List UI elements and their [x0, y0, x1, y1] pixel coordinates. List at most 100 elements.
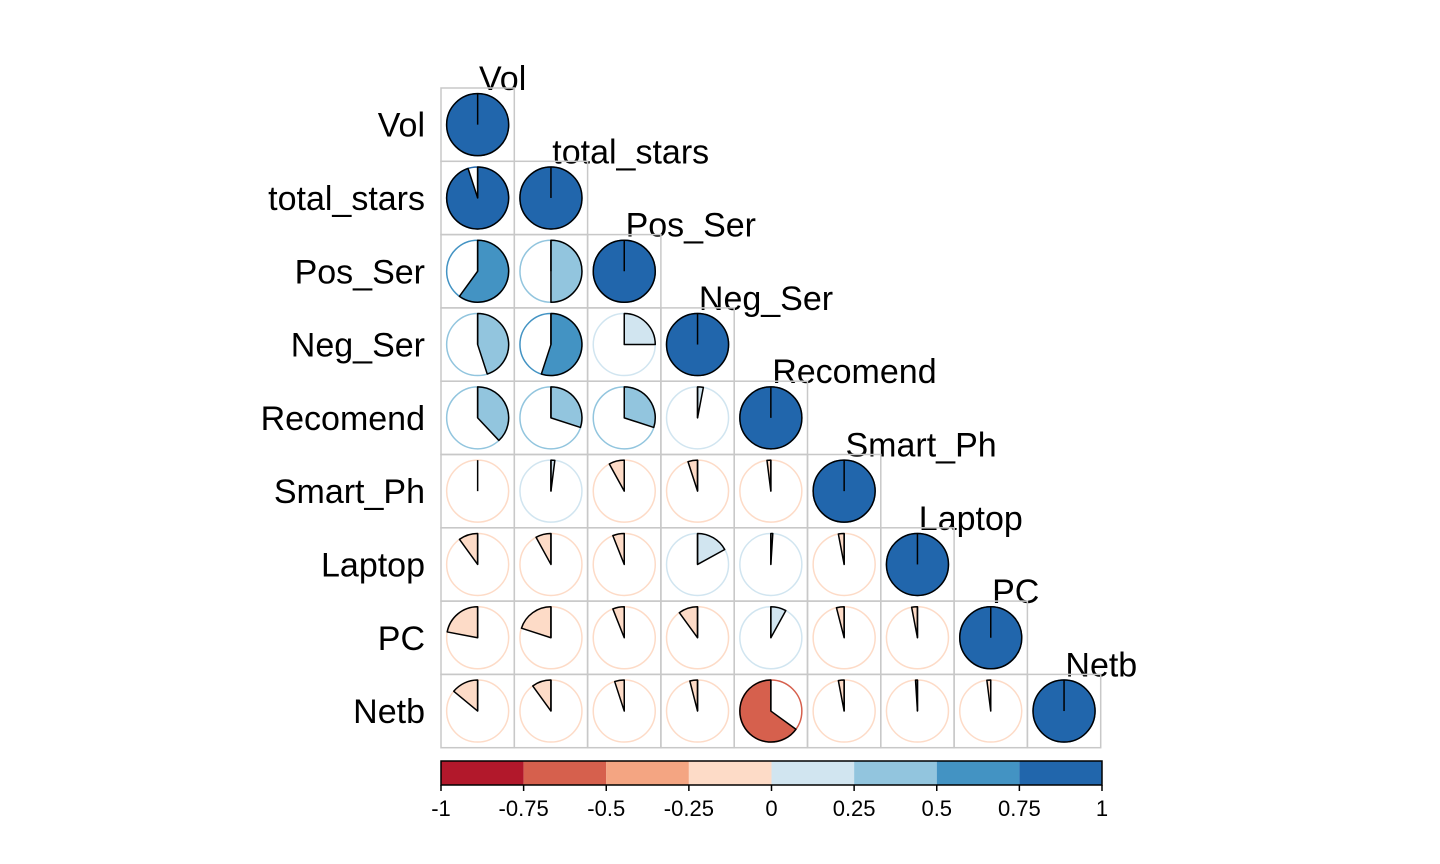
row-label-recomend: Recomend	[261, 400, 425, 438]
cell-netb-netb	[1026, 673, 1102, 749]
cell-pc-total-stars	[513, 600, 589, 676]
cell-laptop-recomend	[733, 527, 809, 602]
cell-pos-ser-pos-ser	[586, 233, 662, 309]
pie-slice	[520, 606, 552, 639]
cell-netb-smart-ph	[806, 673, 882, 749]
pie-slice	[770, 606, 787, 639]
legend-tick-label: 0.25	[833, 796, 876, 821]
legend-tick-label: -0.5	[587, 796, 625, 821]
cell-netb-pos-ser	[586, 673, 662, 749]
legend-tick-label: -1	[431, 796, 451, 821]
pie-slice	[689, 679, 699, 712]
cell-border	[1026, 673, 1102, 749]
cell-pc-laptop	[880, 600, 955, 676]
cell-pc-smart-ph	[806, 600, 882, 676]
legend-swatch	[854, 761, 937, 785]
col-label-neg-ser: Neg_Ser	[699, 280, 833, 318]
cell-neg-ser-total-stars	[513, 307, 589, 382]
pie-slice	[612, 532, 625, 566]
cell-recomend-total-stars	[513, 380, 589, 456]
pie-slice	[696, 532, 726, 566]
pie-slice	[837, 532, 845, 566]
pie-slice	[608, 459, 625, 492]
cell-pos-ser-vol	[440, 233, 516, 309]
pie-slice	[531, 679, 552, 712]
col-label-laptop: Laptop	[919, 500, 1023, 538]
row-label-neg-ser: Neg_Ser	[291, 327, 425, 365]
col-label-pos-ser: Pos_Ser	[626, 207, 756, 245]
legend-swatch	[936, 761, 1020, 785]
pie-slice	[535, 532, 552, 566]
column-labels: Vol total_stars Pos_Ser Neg_Ser Recomend Smar…	[479, 60, 1137, 684]
row-label-laptop: Laptop	[321, 546, 425, 584]
cell-smart-ph-recomend	[733, 453, 809, 529]
pie-slice	[739, 679, 797, 743]
row-labels: Vol total_stars Pos_Ser Neg_Ser Recomend Smar…	[261, 107, 425, 731]
row-label-vol: Vol	[378, 107, 425, 145]
legend-swatch	[441, 761, 524, 785]
cell-netb-pc	[953, 673, 1029, 749]
legend-swatch	[606, 761, 689, 785]
cell-netb-total-stars	[513, 673, 589, 749]
pie-slice	[476, 312, 510, 375]
cell-netb-neg-ser	[660, 673, 735, 749]
pie-slice	[453, 679, 479, 712]
pie-slice	[910, 606, 919, 639]
cell-neg-ser-neg-ser	[660, 307, 735, 382]
pie-slice	[612, 606, 625, 639]
cell-total-stars-total-stars	[513, 160, 589, 236]
pie-slice	[446, 606, 479, 639]
legend-tick-label: 0	[765, 796, 777, 821]
row-label-pc: PC	[378, 620, 425, 658]
pie-slice	[550, 239, 583, 303]
pie-slice	[550, 386, 583, 429]
cell-recomend-vol	[440, 380, 516, 456]
cell-total-stars-vol	[440, 160, 516, 236]
row-label-smart-ph: Smart_Ph	[274, 473, 425, 511]
cell-smart-ph-smart-ph	[806, 453, 882, 529]
pie-slice	[458, 239, 510, 303]
cell-laptop-total-stars	[513, 527, 589, 602]
cell-laptop-neg-ser	[660, 527, 735, 602]
correlation-cells	[440, 87, 1102, 749]
col-label-total-stars: total_stars	[552, 133, 709, 171]
cell-neg-ser-vol	[440, 307, 516, 382]
cell-pos-ser-total-stars	[513, 233, 589, 309]
col-label-smart-ph: Smart_Ph	[846, 427, 997, 465]
pie-slice	[678, 606, 699, 639]
legend-tick-label: 0.75	[998, 796, 1041, 821]
cell-netb-vol	[440, 673, 516, 749]
row-label-pos-ser: Pos_Ser	[295, 253, 425, 291]
legend-swatch	[771, 761, 855, 785]
col-label-pc: PC	[992, 573, 1039, 611]
cell-smart-ph-neg-ser	[660, 453, 735, 529]
legend-tick-label: 1	[1096, 796, 1108, 821]
cell-laptop-vol	[440, 527, 516, 602]
pie-slice	[687, 459, 699, 492]
legend-tick-label: -0.75	[499, 796, 549, 821]
cell-netb-laptop	[880, 673, 955, 749]
legend-swatch	[523, 761, 607, 785]
legend-swatch	[688, 761, 772, 785]
cell-vol-vol	[440, 87, 516, 163]
pie-slice	[458, 532, 479, 566]
pie-slice	[623, 312, 656, 346]
cell-pc-vol	[440, 600, 516, 676]
cell-laptop-pos-ser	[586, 527, 662, 602]
cell-recomend-neg-ser	[660, 380, 735, 456]
cell-recomend-pos-ser	[586, 380, 662, 456]
pie-slice	[837, 679, 845, 712]
col-label-vol: Vol	[479, 60, 526, 98]
cell-netb-recomend	[733, 673, 809, 749]
pie-slice	[476, 386, 510, 442]
legend-tick-label: 0.5	[921, 796, 952, 821]
row-label-total-stars: total_stars	[268, 180, 425, 218]
pie-slice	[623, 386, 656, 429]
pie-slice	[696, 386, 705, 419]
cell-laptop-laptop	[880, 527, 955, 602]
cell-smart-ph-total-stars	[513, 453, 589, 529]
pie-slice	[540, 312, 583, 377]
cell-smart-ph-pos-ser	[586, 453, 662, 529]
legend-swatch	[1019, 761, 1102, 785]
